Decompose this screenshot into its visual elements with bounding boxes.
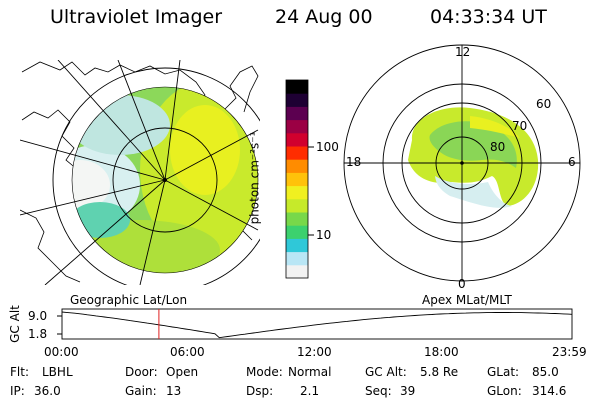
x-tick-2359: 23:59 — [552, 345, 587, 359]
colorbar-cell — [286, 185, 308, 200]
status-door-value: Open — [166, 365, 199, 379]
x-tick-0600: 06:00 — [170, 345, 205, 359]
colorbar-cell — [286, 80, 308, 94]
altitude-ylabel: GC Alt — [7, 305, 22, 343]
status-gcalt-key: GC Alt: — [365, 365, 407, 379]
geographic-map — [20, 60, 260, 285]
colorbar-cell — [286, 146, 308, 160]
altitude-ytick-high: 9.0 — [28, 309, 48, 323]
status-mode-value: Normal — [288, 365, 332, 379]
mlat-label-60: 60 — [536, 97, 552, 111]
colorbar-cell — [286, 172, 308, 187]
colorbar-cell — [286, 106, 308, 121]
pole-marker — [163, 178, 167, 182]
mlt-label-0: 0 — [458, 277, 466, 291]
mlat-label-80: 80 — [490, 140, 506, 154]
colorbar-cell — [286, 212, 308, 226]
colorbar-cells — [286, 80, 308, 279]
status-flt-key: Flt: — [10, 365, 29, 379]
colorbar-cell — [286, 198, 308, 213]
status-gain-key: Gain: — [125, 384, 157, 398]
status-seq-key: Seq: — [365, 384, 392, 398]
x-tick-0000: 00:00 — [44, 345, 79, 359]
colorbar-cell — [286, 264, 308, 279]
status-gain-value: 13 — [166, 384, 182, 398]
status-glon-value: 314.6 — [532, 384, 567, 398]
status-door-key: Door: — [125, 365, 158, 379]
status-mode-key: Mode: — [246, 365, 283, 379]
time-label: 04:33:34 UT — [430, 6, 547, 28]
colorbar-cell — [286, 93, 308, 107]
status-ip-key: IP: — [10, 384, 25, 398]
status-dsp-key: Dsp: — [246, 384, 274, 398]
mlt-label-12: 12 — [455, 45, 471, 59]
colorbar — [285, 79, 314, 279]
altitude-plot-frame — [61, 308, 573, 340]
geographic-map-label: Geographic Lat/Lon — [70, 293, 188, 307]
apex-map-label: Apex MLat/MLT — [422, 293, 512, 307]
colorbar-cell — [286, 119, 308, 134]
mlt-label-6: 6 — [568, 155, 576, 169]
status-glon-key: GLon: — [487, 384, 522, 398]
colorbar-cell — [286, 225, 308, 239]
date-label: 24 Aug 00 — [275, 6, 373, 28]
status-glat-value: 85.0 — [532, 365, 559, 379]
altitude-plot — [57, 308, 573, 340]
status-glat-key: GLat: — [487, 365, 520, 379]
colorbar-cell — [286, 132, 308, 147]
altitude-curve — [61, 311, 573, 339]
status-gcalt-value: 5.8 Re — [420, 365, 459, 379]
status-ip-value: 36.0 — [34, 384, 61, 398]
status-seq-value: 39 — [400, 384, 416, 398]
mlt-polar-plot — [343, 44, 581, 282]
colorbar-cell — [286, 238, 308, 253]
status-flt-value: LBHL — [42, 365, 73, 379]
colorbar-cell — [286, 251, 308, 266]
instrument-title: Ultraviolet Imager — [50, 6, 223, 28]
colorbar-tick-100: 100 — [316, 140, 339, 154]
status-dsp-value: 2.1 — [300, 384, 320, 398]
x-tick-1800: 18:00 — [424, 345, 459, 359]
x-tick-1200: 12:00 — [297, 345, 332, 359]
altitude-ytick-low: 1.8 — [28, 327, 48, 341]
mlt-label-18: 18 — [346, 155, 362, 169]
colorbar-tick-10: 10 — [316, 228, 332, 242]
colorbar-unit-label: photon cm⁻²s⁻¹ — [247, 131, 262, 225]
mlat-label-70: 70 — [512, 119, 528, 133]
coastline — [20, 61, 259, 283]
colorbar-cell — [286, 159, 308, 173]
